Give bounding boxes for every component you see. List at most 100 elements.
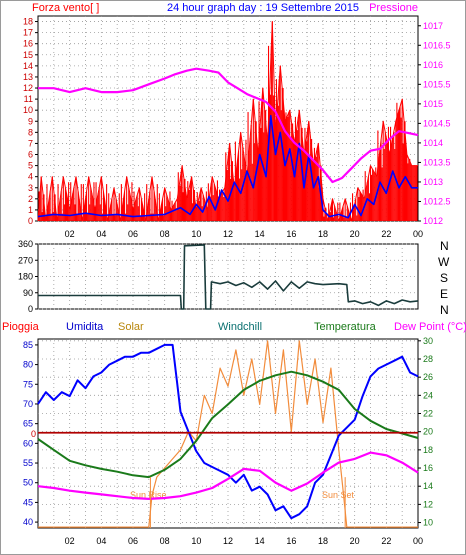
temp-tick-label: 26	[423, 372, 433, 382]
wind-xtick-label: 02	[65, 229, 75, 239]
temp-xtick-label: 04	[96, 536, 106, 546]
temp-xtick-label: 20	[350, 536, 360, 546]
direction-tick-label: 0	[28, 304, 33, 314]
direction-tick-label: 360	[18, 239, 33, 249]
legend-solar: Solar	[118, 321, 144, 333]
temp-tick-label: 10	[423, 518, 433, 528]
compass-w: W	[438, 255, 450, 269]
pressure-tick-label: 1015	[423, 99, 443, 109]
humidity-tick-label: 70	[23, 399, 33, 409]
temp-xtick-label: 08	[160, 536, 170, 546]
temp-tick-label: 24	[423, 390, 433, 400]
wind-xtick-label: 20	[350, 229, 360, 239]
wind-xtick-label: 06	[128, 229, 138, 239]
wind-tick-label: 5	[28, 161, 33, 171]
legend-humidity: Umidita	[66, 321, 104, 333]
legend-dewpoint: Dew Point (°C)	[394, 321, 466, 333]
wind-tick-label: 18	[23, 17, 33, 27]
wind-xtick-label: 22	[381, 229, 391, 239]
direction-tick-label: 180	[18, 272, 33, 282]
wind-xtick-label: 18	[318, 229, 328, 239]
solar-line	[38, 340, 418, 528]
temp-xtick-label: 10	[191, 536, 201, 546]
wind-axis-title: Forza vento[ ]	[32, 2, 99, 14]
compass-n-bottom: N	[440, 303, 449, 317]
pressure-tick-label: 1012	[423, 216, 443, 226]
wind-tick-label: 4	[28, 172, 33, 182]
pressure-tick-label: 1014.5	[423, 118, 451, 128]
pressure-tick-label: 1016	[423, 60, 443, 70]
temp-tick-label: 18	[423, 445, 433, 455]
wind-tick-label: 13	[23, 72, 33, 82]
pressure-line	[38, 67, 419, 184]
humidity-tick-label: 60	[23, 438, 33, 448]
pressure-tick-label: 1015.5	[423, 79, 451, 89]
humidity-tick-label: 75	[23, 379, 33, 389]
humidity-tick-label: 55	[23, 458, 33, 468]
legend-rain: Pioggia	[2, 321, 40, 333]
compass-e: E	[440, 287, 448, 301]
direction-tick-label: 90	[23, 288, 33, 298]
humidity-tick-label: 45	[23, 497, 33, 507]
wind-tick-label: 6	[28, 150, 33, 160]
temp-xtick-label: 06	[128, 536, 138, 546]
temperature-line	[37, 370, 419, 479]
pressure-tick-label: 1013	[423, 177, 443, 187]
temp-tick-label: 22	[423, 409, 433, 419]
wind-tick-label: 11	[24, 94, 33, 104]
legend-temperature: Temperatura	[314, 321, 377, 333]
wind-tick-label: 2	[28, 194, 33, 204]
wind-direction-line	[38, 244, 419, 310]
wind-tick-label: 16	[23, 39, 33, 49]
wind-tick-label: 1	[28, 205, 33, 215]
temp-xtick-label: 02	[65, 536, 75, 546]
wind-tick-label: 9	[28, 116, 33, 126]
pressure-tick-label: 1013.5	[423, 157, 451, 167]
humidity-line	[37, 343, 419, 520]
wind-tick-label: 0	[28, 216, 33, 226]
wind-speed-line	[37, 114, 418, 219]
wind-xtick-label: 00	[413, 229, 423, 239]
temp-tick-label: 12	[423, 499, 433, 509]
wind-xtick-label: 10	[191, 229, 201, 239]
humidity-tick-label: 40	[23, 517, 33, 527]
wind-tick-label: 3	[28, 183, 33, 193]
temp-tick-label: 30	[423, 336, 433, 346]
wind-tick-label: 17	[23, 28, 33, 38]
wind-tick-label: 7	[28, 138, 33, 148]
rain-zero-label: 0	[31, 429, 36, 439]
pressure-axis-title: Pressione	[369, 2, 418, 14]
wind-tick-label: 8	[28, 127, 33, 137]
temp-tick-label: 20	[423, 427, 433, 437]
direction-tick-label: 270	[18, 255, 33, 265]
pressure-tick-label: 1016.5	[423, 40, 451, 50]
temp-xtick-label: 16	[286, 536, 296, 546]
dewpoint-line	[37, 451, 419, 500]
pressure-tick-label: 1014	[423, 138, 443, 148]
humidity-tick-label: 85	[23, 340, 33, 350]
sunrise-label: Sun Rise	[130, 490, 167, 500]
compass-s: S	[440, 271, 448, 285]
sunset-label: Sun Set	[322, 490, 355, 500]
temp-xtick-label: 00	[413, 536, 423, 546]
wind-xtick-label: 04	[96, 229, 106, 239]
wind-xtick-label: 12	[223, 229, 233, 239]
temp-tick-label: 14	[423, 481, 433, 491]
wind-xtick-label: 16	[286, 229, 296, 239]
wind-tick-label: 14	[23, 61, 33, 71]
temp-tick-label: 28	[423, 354, 433, 364]
temp-tick-label: 16	[423, 463, 433, 473]
temp-xtick-label: 14	[255, 536, 265, 546]
wind-xtick-label: 14	[255, 229, 265, 239]
temp-xtick-label: 18	[318, 536, 328, 546]
temp-xtick-label: 12	[223, 536, 233, 546]
wind-tick-label: 15	[23, 50, 33, 60]
temp-xtick-label: 22	[381, 536, 391, 546]
chart-title: 24 hour graph day : 19 Settembre 2015	[167, 2, 359, 14]
humidity-tick-label: 50	[23, 478, 33, 488]
humidity-tick-label: 65	[23, 419, 33, 429]
humidity-tick-label: 80	[23, 360, 33, 370]
wind-tick-label: 12	[23, 83, 33, 93]
compass-n-top: N	[440, 239, 449, 253]
